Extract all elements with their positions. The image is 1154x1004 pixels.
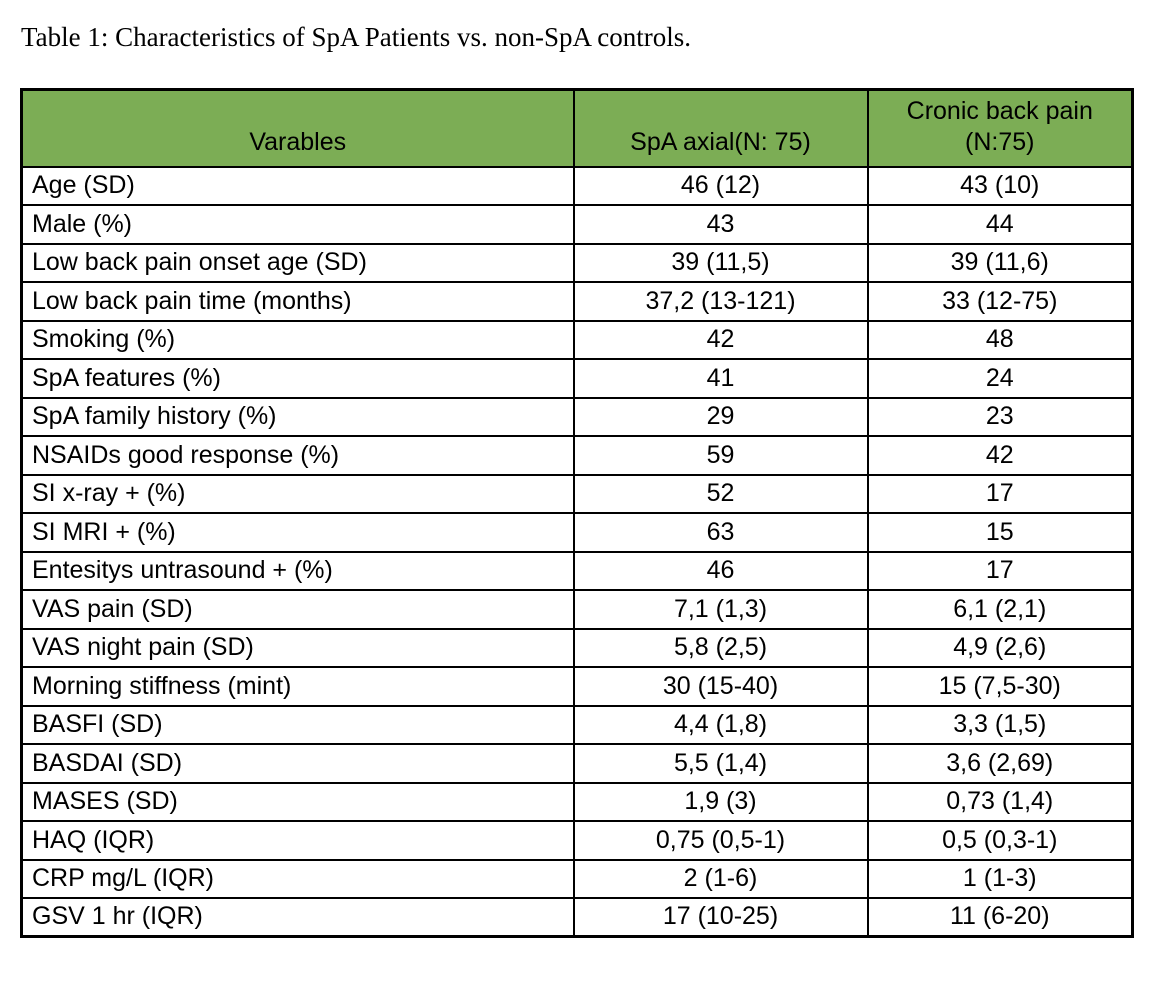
table-row: BASFI (SD) 4,4 (1,8) 3,3 (1,5) [20,704,1134,745]
spa-value-cell: 1,9 (3) [572,781,869,822]
control-value-cell: 17 [866,473,1134,514]
spa-value-cell: 29 [572,396,869,437]
table-row: VAS night pain (SD) 5,8 (2,5) 4,9 (2,6) [20,627,1134,668]
spa-value-cell: 46 [572,550,869,591]
variable-cell: SI MRI + (%) [20,512,575,553]
col-header-chronic-back-pain: Cronic back pain (N:75) [866,88,1134,168]
spa-value-cell: 7,1 (1,3) [572,589,869,630]
table-row: BASDAI (SD) 5,5 (1,4) 3,6 (2,69) [20,743,1134,784]
spa-value-cell: 43 [572,204,869,245]
control-value-cell: 11 (6-20) [866,897,1134,938]
variable-cell: NSAIDs good response (%) [20,435,575,476]
table-row: NSAIDs good response (%) 59 42 [20,435,1134,476]
table-row: Low back pain onset age (SD) 39 (11,5) 3… [20,242,1134,283]
variable-cell: VAS pain (SD) [20,589,575,630]
variable-cell: Smoking (%) [20,319,575,360]
table-row: SpA family history (%) 29 23 [20,396,1134,437]
control-value-cell: 43 (10) [866,165,1134,206]
variable-cell: VAS night pain (SD) [20,627,575,668]
variable-cell: CRP mg/L (IQR) [20,858,575,899]
table-row: VAS pain (SD) 7,1 (1,3) 6,1 (2,1) [20,589,1134,630]
table-row: Morning stiffness (mint) 30 (15-40) 15 (… [20,666,1134,707]
control-value-cell: 0,73 (1,4) [866,781,1134,822]
spa-value-cell: 2 (1-6) [572,858,869,899]
spa-value-cell: 37,2 (13-121) [572,281,869,322]
control-value-cell: 6,1 (2,1) [866,589,1134,630]
table-row: Low back pain time (months) 37,2 (13-121… [20,281,1134,322]
table-row: CRP mg/L (IQR) 2 (1-6) 1 (1-3) [20,858,1134,899]
spa-value-cell: 52 [572,473,869,514]
control-value-cell: 15 (7,5-30) [866,666,1134,707]
table-caption: Table 1: Characteristics of SpA Patients… [21,22,692,52]
table-row: SpA features (%) 41 24 [20,358,1134,399]
control-value-cell: 3,3 (1,5) [866,704,1134,745]
variable-cell: GSV 1 hr (IQR) [20,897,575,938]
col-header-variables: Varables [20,88,575,168]
control-value-cell: 4,9 (2,6) [866,627,1134,668]
table-row: GSV 1 hr (IQR) 17 (10-25) 11 (6-20) [20,897,1134,938]
variable-cell: HAQ (IQR) [20,820,575,861]
variable-cell: Low back pain time (months) [20,281,575,322]
table-row: Entesitys untrasound + (%) 46 17 [20,550,1134,591]
spa-value-cell: 30 (15-40) [572,666,869,707]
control-value-cell: 39 (11,6) [866,242,1134,283]
control-value-cell: 23 [866,396,1134,437]
spa-value-cell: 63 [572,512,869,553]
variable-cell: Male (%) [20,204,575,245]
control-value-cell: 33 (12-75) [866,281,1134,322]
characteristics-table: Varables SpA axial(N: 75) Cronic back pa… [20,88,1134,938]
table-row: SI MRI + (%) 63 15 [20,512,1134,553]
variable-cell: SI x-ray + (%) [20,473,575,514]
variable-cell: MASES (SD) [20,781,575,822]
control-value-cell: 3,6 (2,69) [866,743,1134,784]
control-value-cell: 48 [866,319,1134,360]
control-value-cell: 1 (1-3) [866,858,1134,899]
spa-value-cell: 5,5 (1,4) [572,743,869,784]
table-row: MASES (SD) 1,9 (3) 0,73 (1,4) [20,781,1134,822]
spa-value-cell: 0,75 (0,5-1) [572,820,869,861]
table-row: Smoking (%) 42 48 [20,319,1134,360]
variable-cell: Age (SD) [20,165,575,206]
control-value-cell: 15 [866,512,1134,553]
table-row: SI x-ray + (%) 52 17 [20,473,1134,514]
spa-value-cell: 59 [572,435,869,476]
header-row: Varables SpA axial(N: 75) Cronic back pa… [20,88,1134,168]
table-header: Varables SpA axial(N: 75) Cronic back pa… [20,88,1134,168]
spa-value-cell: 46 (12) [572,165,869,206]
control-value-cell: 42 [866,435,1134,476]
variable-cell: BASFI (SD) [20,704,575,745]
control-value-cell: 44 [866,204,1134,245]
spa-value-cell: 5,8 (2,5) [572,627,869,668]
variable-cell: SpA features (%) [20,358,575,399]
variable-cell: SpA family history (%) [20,396,575,437]
control-value-cell: 17 [866,550,1134,591]
variable-cell: Entesitys untrasound + (%) [20,550,575,591]
spa-value-cell: 39 (11,5) [572,242,869,283]
variable-cell: Morning stiffness (mint) [20,666,575,707]
variable-cell: BASDAI (SD) [20,743,575,784]
spa-value-cell: 4,4 (1,8) [572,704,869,745]
control-value-cell: 24 [866,358,1134,399]
table-body: Age (SD) 46 (12) 43 (10) Male (%) 43 44 … [20,165,1134,938]
spa-value-cell: 41 [572,358,869,399]
spa-value-cell: 17 (10-25) [572,897,869,938]
table-row: Age (SD) 46 (12) 43 (10) [20,165,1134,206]
variable-cell: Low back pain onset age (SD) [20,242,575,283]
control-value-cell: 0,5 (0,3-1) [866,820,1134,861]
table-row: HAQ (IQR) 0,75 (0,5-1) 0,5 (0,3-1) [20,820,1134,861]
spa-value-cell: 42 [572,319,869,360]
col-header-spa-axial: SpA axial(N: 75) [572,88,869,168]
table-row: Male (%) 43 44 [20,204,1134,245]
